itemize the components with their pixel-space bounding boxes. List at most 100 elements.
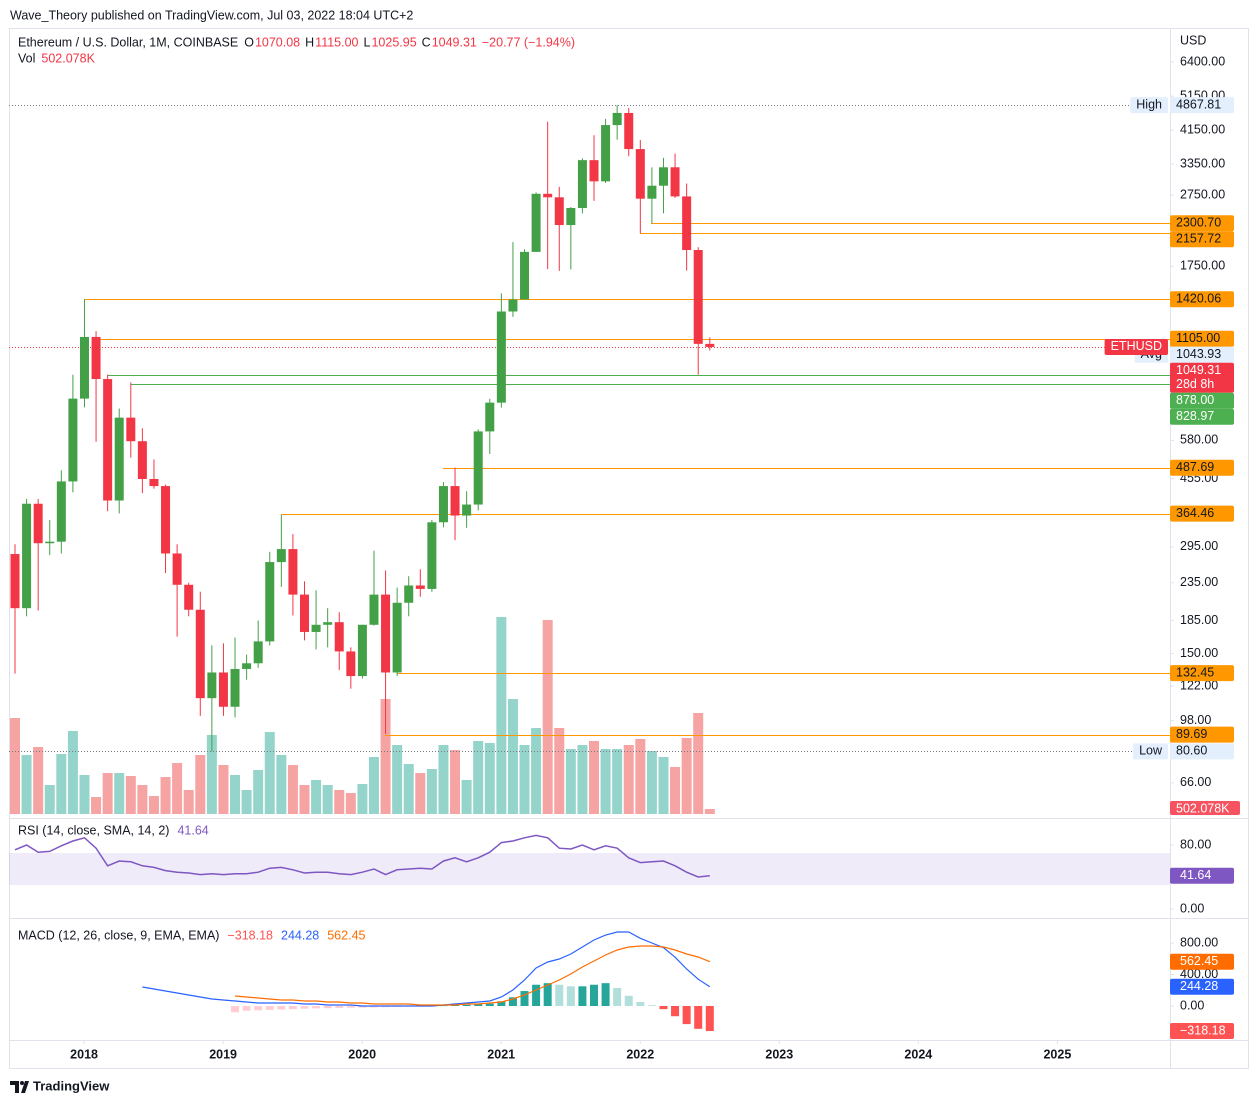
- macd-histogram-bar: [288, 1005, 297, 1010]
- macd-badge: [1170, 978, 1234, 995]
- volume-bar: [415, 773, 426, 814]
- macd-histogram-bar: [439, 1005, 448, 1007]
- volume-bar: [565, 749, 576, 814]
- legend-ohlc-value: 1115.00: [315, 35, 358, 49]
- candle-body: [149, 478, 159, 487]
- macd-histogram-bar: [474, 1004, 483, 1006]
- volume-bar: [276, 755, 287, 814]
- macd-histogram-bar: [590, 984, 598, 1006]
- volume-bar: [438, 745, 449, 814]
- price-badge: [1170, 665, 1234, 682]
- candle-body: [114, 417, 124, 501]
- candle-body: [658, 167, 668, 186]
- y-tick-label: 800.00: [1180, 935, 1218, 949]
- volume-bar: [612, 749, 623, 814]
- volume-bar: [287, 765, 298, 814]
- legend-ohlc-value: 1070.08: [255, 35, 300, 49]
- candle-body: [172, 553, 182, 585]
- y-tick-label: 3350.00: [1180, 156, 1225, 170]
- volume-bar: [670, 767, 681, 814]
- price-badge-label: 828.97: [1176, 409, 1214, 423]
- macd-histogram-bar: [671, 1005, 680, 1017]
- price-badge-label: 132.45: [1176, 665, 1214, 679]
- volume-bar: [600, 749, 611, 814]
- legend-macd-value: 244.28: [281, 928, 319, 942]
- macd-line: [142, 931, 711, 1007]
- macd-histogram-bar: [335, 1005, 344, 1008]
- y-tick-label: 80.00: [1180, 837, 1211, 851]
- candle-body: [392, 602, 402, 673]
- x-tick-label: 2025: [1043, 1047, 1071, 1061]
- candle-body: [612, 112, 622, 126]
- price-badge-label: 1043.93: [1176, 347, 1221, 361]
- candle-body: [670, 167, 680, 197]
- price-badge-label: 878.00: [1176, 393, 1214, 407]
- x-tick-label: 2022: [626, 1047, 654, 1061]
- candle-body: [404, 585, 414, 603]
- candle-body: [485, 402, 495, 432]
- macd-histogram-bar: [369, 1005, 378, 1008]
- volume-bar: [21, 755, 32, 814]
- candle-body: [682, 196, 692, 251]
- volume-bar: [91, 797, 102, 814]
- macd-line: [234, 945, 711, 1006]
- price-badge: [1170, 726, 1234, 743]
- legend-title: Ethereum / U.S. Dollar, 1M, COINBASE: [18, 35, 238, 49]
- rsi-badge: [1170, 867, 1234, 884]
- price-tag: [1104, 338, 1168, 355]
- price-badge: [1170, 801, 1240, 815]
- x-tick-label: 2024: [904, 1047, 932, 1061]
- macd-histogram-bar: [323, 1005, 332, 1009]
- price-badge-label: 487.69: [1176, 460, 1214, 474]
- candle-body: [427, 522, 437, 589]
- volume-bar: [67, 731, 78, 814]
- candle-body: [543, 193, 553, 198]
- volume-bar: [542, 620, 553, 814]
- macd-histogram-bar: [312, 1005, 321, 1009]
- rsi-pane: [9, 834, 1170, 885]
- y-tick-label: 400.00: [1180, 967, 1218, 981]
- candle-body: [705, 343, 715, 347]
- volume-bar: [172, 763, 183, 814]
- y-tick-label: 1750.00: [1180, 259, 1225, 273]
- volume-bar: [531, 728, 542, 814]
- macd-histogram-bar: [462, 1004, 471, 1006]
- price-badge: [1170, 291, 1234, 308]
- price-badge: [1170, 392, 1234, 409]
- volume-bar: [484, 743, 495, 814]
- price-badge-label: 1049.31: [1176, 363, 1221, 377]
- legend-rsi-title: RSI (14, close, SMA, 14, 2): [18, 823, 169, 837]
- macd-badge: [1170, 953, 1234, 970]
- candle-body: [357, 624, 367, 677]
- price-pane: [9, 105, 1170, 814]
- price-tag: [1133, 743, 1168, 760]
- macd-histogram-bar: [485, 1003, 494, 1006]
- candle-body: [415, 585, 425, 589]
- candle-body: [450, 486, 460, 516]
- macd-histogram-bar: [346, 1005, 355, 1008]
- price-badge-label: 364.46: [1176, 506, 1214, 520]
- macd-histogram-bar: [636, 1002, 645, 1006]
- price-badge: [1170, 743, 1234, 760]
- volume-bar: [241, 790, 252, 814]
- legend-ohlc-value: 1025.95: [371, 35, 416, 49]
- volume-bar: [461, 780, 472, 814]
- legend-volume-title: Vol: [18, 51, 35, 65]
- candle-body: [323, 622, 333, 625]
- price-badge: [1170, 346, 1234, 363]
- volume-bar: [392, 745, 403, 814]
- volume-bar: [635, 739, 646, 814]
- x-tick-label: 2020: [348, 1047, 376, 1061]
- candle-body: [79, 336, 89, 399]
- volume-bar: [311, 780, 322, 814]
- candle-body: [531, 193, 541, 252]
- axes: 6400.005150.004150.003350.002750.001750.…: [70, 54, 1240, 1061]
- candle-body: [635, 149, 645, 199]
- y-tick-label: 122.00: [1180, 678, 1218, 692]
- candle-body: [137, 441, 147, 479]
- candle-body: [589, 160, 599, 182]
- candle-body: [22, 503, 32, 609]
- candle-body: [300, 594, 309, 632]
- candle-body: [346, 651, 356, 677]
